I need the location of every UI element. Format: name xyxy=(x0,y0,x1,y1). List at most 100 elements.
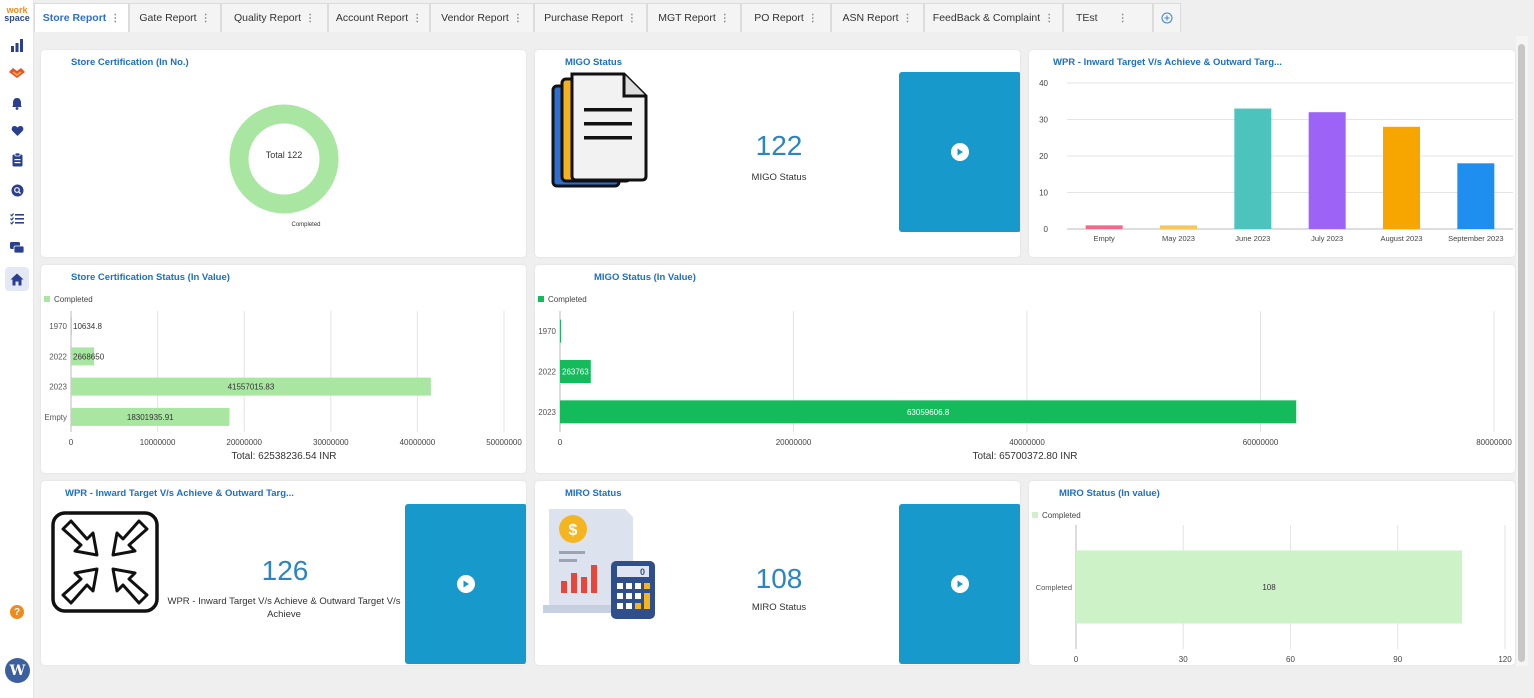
y-category-label: Completed xyxy=(1036,583,1072,592)
tab-gate-report[interactable]: Gate Report ⋮ xyxy=(129,3,221,32)
tab-menu-icon[interactable]: ⋮ xyxy=(110,12,121,24)
card-title: WPR - Inward Target V/s Achieve & Outwar… xyxy=(1053,57,1282,68)
hbar-2023[interactable] xyxy=(560,400,1297,424)
x-tick-label: 30000000 xyxy=(313,438,349,447)
bar-september-2023[interactable] xyxy=(1457,163,1495,229)
x-tick-label: 0 xyxy=(69,438,74,447)
y-category-label: 1970 xyxy=(49,322,67,331)
migo-value-chart: Completed Total: 65700372.80 INR 0 200000… xyxy=(538,295,1512,462)
data-label: 63059606.8 xyxy=(907,408,950,417)
hbar-1970[interactable] xyxy=(71,317,72,336)
chart-total: Total: 65700372.80 INR xyxy=(972,451,1077,462)
x-tick-label: May 2023 xyxy=(1162,234,1195,243)
x-tick-label: September 2023 xyxy=(1448,234,1503,243)
miro-video-panel[interactable] xyxy=(899,504,1020,664)
tab-account-report[interactable]: Account Report ⋮ xyxy=(328,3,430,32)
calculator-report-icon: $ 0 xyxy=(543,509,655,619)
data-label: 2668650 xyxy=(73,352,105,361)
svg-text:$: $ xyxy=(569,522,578,539)
hbar-2023[interactable] xyxy=(71,377,431,396)
data-label: 3130 xyxy=(562,327,580,336)
bar-may-2023[interactable] xyxy=(1160,225,1197,229)
legend-swatch xyxy=(538,296,544,302)
wpr-count-card: WPR - Inward Target V/s Achieve & Outwar… xyxy=(41,481,526,665)
wpr-bar-chart: 0 10 20 30 40 Empty May 2023 June 2023 July 2023… xyxy=(1039,79,1513,243)
hbar-2022[interactable] xyxy=(560,360,591,383)
help-icon[interactable]: ? xyxy=(10,605,24,619)
tab-menu-icon[interactable]: ⋮ xyxy=(626,12,637,24)
wpr-video-panel[interactable] xyxy=(405,504,526,664)
bar-empty[interactable] xyxy=(1085,225,1123,229)
card-title: Store Certification Status (In Value) xyxy=(71,272,230,283)
bell-icon[interactable] xyxy=(7,93,27,113)
user-avatar[interactable]: W xyxy=(5,658,30,683)
vertical-scrollbar[interactable] xyxy=(1518,44,1525,662)
legend-label[interactable]: Completed xyxy=(1042,511,1081,520)
store-certification-card: Store Certification (In No.) Total 122 C… xyxy=(41,50,526,257)
x-tick-label: 0 xyxy=(1074,655,1079,664)
data-label: 263763 xyxy=(562,368,589,377)
tab-store-report[interactable]: Store Report ⋮ xyxy=(34,3,129,32)
tab-menu-icon[interactable]: ⋮ xyxy=(512,12,523,24)
add-tab-button[interactable] xyxy=(1153,3,1181,32)
x-tick-label: Empty xyxy=(1094,234,1116,243)
play-icon[interactable] xyxy=(951,575,969,593)
checklist-icon[interactable] xyxy=(7,209,27,229)
clipboard-icon[interactable] xyxy=(7,150,27,170)
tab-purchase-report[interactable]: Purchase Report ⋮ xyxy=(534,3,647,32)
wpr-bar-chart-card: WPR - Inward Target V/s Achieve & Outwar… xyxy=(1029,50,1515,257)
hbar-empty[interactable] xyxy=(71,407,230,426)
donut-slice-completed[interactable] xyxy=(229,104,339,214)
search-doc-icon[interactable] xyxy=(7,180,27,200)
data-label: 18301935.91 xyxy=(127,413,174,422)
migo-video-panel[interactable] xyxy=(899,72,1020,232)
store-cert-value-card: Store Certification Status (In Value) Co… xyxy=(41,265,526,473)
y-tick-label: 40 xyxy=(1039,79,1048,88)
donut-legend-label: Completed xyxy=(291,222,320,228)
tab-menu-icon[interactable]: ⋮ xyxy=(412,12,423,24)
bar-august-2023[interactable] xyxy=(1383,126,1420,229)
tab-menu-icon[interactable]: ⋮ xyxy=(1117,12,1128,24)
hbar-1970[interactable] xyxy=(560,319,561,343)
y-tick-label: 20 xyxy=(1039,152,1048,161)
migo-status-card: MIGO Status 122 MIGO Status xyxy=(535,50,1020,257)
messages-icon[interactable] xyxy=(7,238,27,258)
tab-asn-report[interactable]: ASN Report ⋮ xyxy=(831,3,924,32)
tab-menu-icon[interactable]: ⋮ xyxy=(902,12,913,24)
tab-menu-icon[interactable]: ⋮ xyxy=(719,12,730,24)
home-icon[interactable] xyxy=(5,267,29,291)
tab-menu-icon[interactable]: ⋮ xyxy=(807,12,818,24)
tab-mgt-report[interactable]: MGT Report ⋮ xyxy=(647,3,741,32)
y-category-label: 2022 xyxy=(538,368,556,377)
legend-label[interactable]: Completed xyxy=(54,295,93,304)
workspace-logo[interactable]: work space xyxy=(4,5,30,23)
tab-vendor-report[interactable]: Vendor Report ⋮ xyxy=(430,3,534,32)
play-icon[interactable] xyxy=(457,575,475,593)
x-tick-label: 0 xyxy=(558,438,563,447)
tab-feedback-complaint[interactable]: FeedBack & Complaint ⋮ xyxy=(924,3,1063,32)
tab-menu-icon[interactable]: ⋮ xyxy=(200,12,211,24)
hbar-completed[interactable] xyxy=(1076,550,1463,624)
bar-june-2023[interactable] xyxy=(1234,108,1272,229)
data-label: 10634.8 xyxy=(73,322,102,331)
svg-text:0: 0 xyxy=(640,567,645,577)
tab-quality-report[interactable]: Quality Report ⋮ xyxy=(221,3,328,32)
tab-po-report[interactable]: PO Report ⋮ xyxy=(741,3,831,32)
handshake-icon[interactable] xyxy=(7,63,27,83)
card-title: MIRO Status (In value) xyxy=(1059,488,1160,499)
play-icon[interactable] xyxy=(951,143,969,161)
x-tick-label: 90 xyxy=(1393,655,1402,664)
miro-count: 108 xyxy=(755,563,803,594)
tab-test[interactable]: TEst ⋮ xyxy=(1063,3,1153,32)
tab-menu-icon[interactable]: ⋮ xyxy=(1044,12,1055,24)
legend-label[interactable]: Completed xyxy=(548,295,587,304)
tab-menu-icon[interactable]: ⋮ xyxy=(305,12,316,24)
x-tick-label: 20000000 xyxy=(776,438,812,447)
bar-july-2023[interactable] xyxy=(1308,112,1346,229)
y-category-label: 2022 xyxy=(49,352,67,361)
migo-value-card: MIGO Status (In Value) Completed Total: … xyxy=(535,265,1515,473)
hbar-2022[interactable] xyxy=(71,347,95,366)
miro-value-card: MIRO Status (In value) Completed 0 30 60 90… xyxy=(1029,481,1515,665)
bar-chart-icon[interactable] xyxy=(7,35,27,55)
heart-icon[interactable] xyxy=(7,121,27,141)
